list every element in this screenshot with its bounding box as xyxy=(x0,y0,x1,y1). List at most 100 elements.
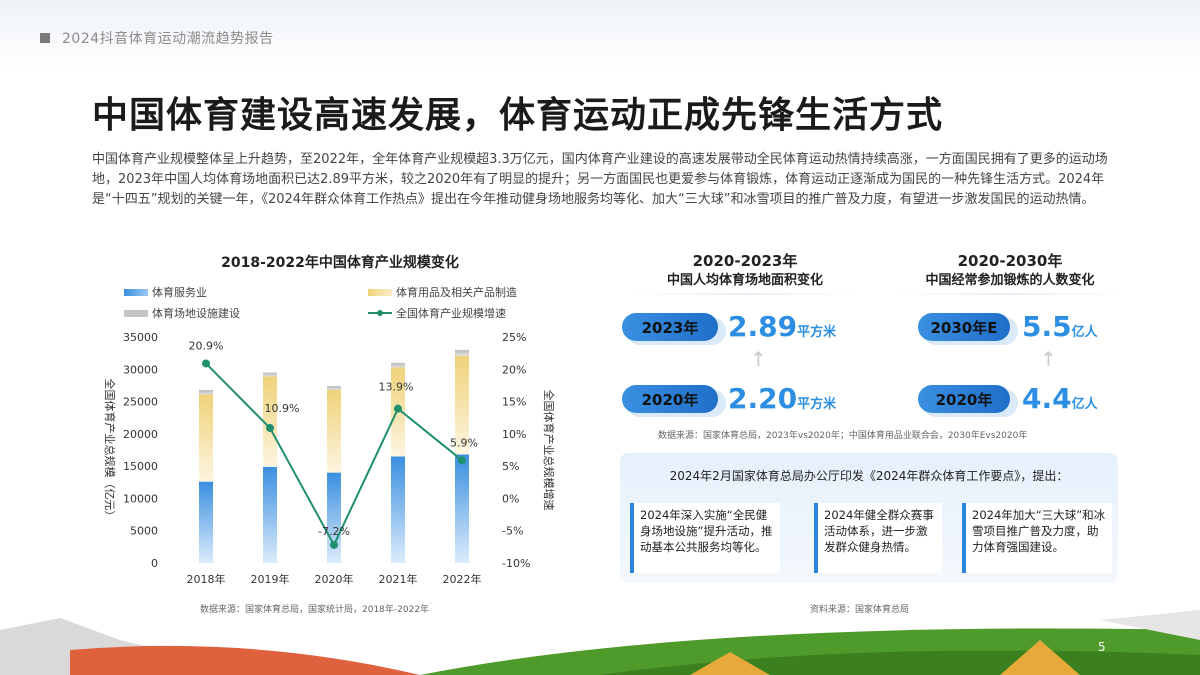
growth-point xyxy=(394,404,402,413)
growth-data-label: 20.9% xyxy=(189,339,224,352)
exercise-panel-title-line2: 中国经常参加锻炼的人数变化 xyxy=(925,273,1095,288)
exercise-bottom-number: 4.4 xyxy=(1022,382,1072,415)
exercise-up-arrow-icon: ↑ xyxy=(1040,347,1057,371)
growth-data-label: -7.2% xyxy=(318,525,350,538)
exercise-bottom-unit: 亿人 xyxy=(1071,397,1098,412)
exercise-top-value: 5.5亿人 xyxy=(1022,310,1098,343)
legend-item-facility: 体育场地设施建设 xyxy=(124,305,240,321)
bar-service xyxy=(199,481,213,563)
bar-facility xyxy=(263,372,277,377)
area-panel-title-line1: 2020-2023年 xyxy=(692,252,798,270)
bar-service xyxy=(391,456,405,563)
growth-point xyxy=(266,424,274,433)
policy-panel: 2024年2月国家体育总局办公厅印发《2024年群众体育工作要点》，提出： 20… xyxy=(620,453,1118,583)
bar-service xyxy=(455,454,469,563)
bar-goods xyxy=(455,355,469,455)
bar-facility xyxy=(327,386,341,390)
mid-source: 数据来源：国家体育总局，2023年vs2020年；中国体育用品业联合会，2030… xyxy=(658,431,1028,441)
y-axis-title: 全国体育产业总规模（亿元） xyxy=(103,379,117,522)
policy-card-1: 2024年深入实施“全民健身场地设施”提升活动，推动基本公共服务均等化。 xyxy=(630,503,780,573)
bar-service xyxy=(263,466,277,563)
y-right-tick-label: 5% xyxy=(502,460,519,473)
chart-title: 2018-2022年中国体育产业规模变化 xyxy=(221,255,459,271)
y-right-tick-label: 10% xyxy=(502,428,526,441)
report-title: 2024抖音体育运动潮流趋势报告 xyxy=(62,31,274,47)
x-tick-label: 2020年 xyxy=(315,572,354,586)
exercise-panel-title-line1: 2020-2030年 xyxy=(957,252,1063,270)
x-tick-label: 2022年 xyxy=(443,572,482,586)
y-right-tick-label: 15% xyxy=(502,396,526,409)
area-title-underline xyxy=(630,293,860,295)
growth-point xyxy=(202,359,210,368)
legend-label-goods: 体育用品及相关产品制造 xyxy=(396,286,517,299)
y-right-tick-label: 25% xyxy=(502,331,526,344)
area-bottom-value: 2.20平方米 xyxy=(728,382,836,415)
x-tick-label: 2018年 xyxy=(187,572,226,586)
bar-facility xyxy=(391,362,405,368)
growth-data-label: 10.9% xyxy=(265,402,300,415)
legend-swatch-goods xyxy=(368,288,392,296)
y-right-tick-label: 20% xyxy=(502,363,526,376)
growth-data-label: 13.9% xyxy=(379,381,414,394)
x-tick-label: 2019年 xyxy=(251,572,290,586)
area-bottom-number: 2.20 xyxy=(728,382,798,415)
industry-scale-chart: 35000 30000 25000 20000 15000 10000 5000 0 25% 20… xyxy=(103,331,556,586)
chart-source: 数据来源：国家体育总局，国家统计局，2018年-2022年 xyxy=(200,605,430,615)
report-mark-icon xyxy=(40,33,50,43)
legend-item-service: 体育服务业 xyxy=(124,284,207,300)
bottom-scenery xyxy=(0,610,1200,675)
legend-swatch-growth xyxy=(368,310,392,316)
policy-source: 资料来源：国家体育总局 xyxy=(810,605,910,615)
x-tick-label: 2021年 xyxy=(379,572,418,586)
legend-label-service: 体育服务业 xyxy=(152,286,207,299)
y-tick-label: 30000 xyxy=(123,363,158,376)
y-right-tick-label: -5% xyxy=(502,525,523,538)
y-right-tick-label: 0% xyxy=(502,492,519,505)
bar-service xyxy=(327,472,341,563)
exercise-top-year-pill: 2030年E xyxy=(918,313,1010,341)
policy-card-2: 2024年健全群众赛事活动体系，进一步激发群众健身热情。 xyxy=(814,503,942,573)
y-tick-label: 35000 xyxy=(123,331,158,344)
y-tick-label: 5000 xyxy=(130,525,158,538)
bar-facility xyxy=(199,389,213,395)
legend-swatch-facility xyxy=(124,309,148,317)
y-tick-label: 15000 xyxy=(123,460,158,473)
growth-data-label: 5.9% xyxy=(450,436,478,449)
policy-header: 2024年2月国家体育总局办公厅印发《2024年群众体育工作要点》，提出： xyxy=(669,469,1069,483)
policy-card-3: 2024年加大“三大球”和冰雪项目推广普及力度，助力体育强国建设。 xyxy=(962,503,1112,573)
area-bottom-year-pill: 2020年 xyxy=(622,385,718,413)
growth-point xyxy=(458,456,466,465)
bar-facility xyxy=(455,349,469,356)
area-top-number: 2.89 xyxy=(728,310,798,343)
area-up-arrow-icon: ↑ xyxy=(750,347,767,371)
page-title: 中国体育建设高速发展，体育运动正成先锋生活方式 xyxy=(92,95,944,136)
legend-item-goods: 体育用品及相关产品制造 xyxy=(368,284,517,300)
legend-item-growth: 全国体育产业规模增速 xyxy=(368,305,506,321)
bar-goods xyxy=(327,389,341,473)
area-panel-title-line2: 中国人均体育场地面积变化 xyxy=(666,273,823,288)
legend-label-growth: 全国体育产业规模增速 xyxy=(396,307,506,320)
header-background xyxy=(0,0,1200,70)
page-number: 5 xyxy=(1098,640,1106,654)
bar-goods xyxy=(199,394,213,482)
y-tick-label: 0 xyxy=(151,557,158,570)
exercise-title-underline xyxy=(895,293,1125,295)
area-bottom-unit: 平方米 xyxy=(797,397,837,412)
y-tick-label: 25000 xyxy=(123,396,158,409)
y-right-tick-label: -10% xyxy=(502,557,530,570)
exercise-top-unit: 亿人 xyxy=(1071,325,1098,340)
legend-label-facility: 体育场地设施建设 xyxy=(152,307,240,320)
y-tick-label: 20000 xyxy=(123,428,158,441)
area-top-unit: 平方米 xyxy=(797,325,837,340)
exercise-bottom-value: 4.4亿人 xyxy=(1022,382,1098,415)
exercise-top-number: 5.5 xyxy=(1022,310,1072,343)
area-top-year-pill: 2023年 xyxy=(622,313,718,341)
intro-paragraph: 中国体育产业规模整体呈上升趋势，至2022年，全年体育产业规模超3.3万亿元，国… xyxy=(92,152,1108,207)
y-right-axis-title: 全国体育产业总规模增速 xyxy=(542,390,556,511)
legend-swatch-service xyxy=(124,288,148,296)
area-top-value: 2.89平方米 xyxy=(728,310,836,343)
bar-goods xyxy=(263,376,277,467)
exercise-bottom-year-pill: 2020年 xyxy=(918,385,1010,413)
y-tick-label: 10000 xyxy=(123,492,158,505)
growth-point xyxy=(330,540,338,549)
